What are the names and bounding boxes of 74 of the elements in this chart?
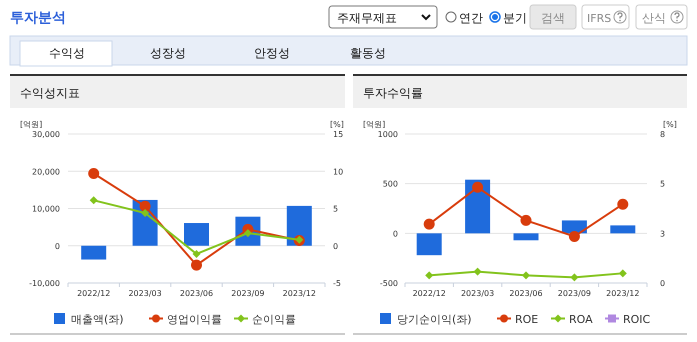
- text: 투자분석: [10, 10, 66, 26]
- point: [141, 208, 150, 217]
- y-tick-label: 0: [392, 229, 398, 238]
- y-tick-label: -10,000: [29, 279, 60, 288]
- legend-label: ROA: [569, 313, 594, 326]
- y-tick-label: 0: [54, 242, 60, 251]
- y2-tick-label: 3: [660, 229, 666, 238]
- y-tick-label: 10,000: [32, 204, 60, 214]
- y2-axis-title: [%]: [330, 120, 344, 129]
- x-tick-label: 2023/09: [558, 289, 592, 298]
- text: 산식: [642, 11, 666, 25]
- y2-tick-label: 0: [333, 242, 338, 251]
- point: [425, 271, 434, 280]
- y-tick-label: 20,000: [32, 167, 60, 176]
- point: [88, 168, 100, 179]
- x-tick-label: 2023/09: [231, 289, 265, 298]
- y-axis-title: [억원]: [20, 120, 42, 129]
- bar: [514, 233, 538, 240]
- point: [90, 196, 98, 204]
- y-tick-label: 500: [382, 180, 398, 189]
- y2-tick-label: 5: [333, 204, 338, 214]
- y2-tick-label: -5: [333, 279, 341, 288]
- y2-tick-label: 0: [660, 279, 666, 288]
- x-tick-label: 2023/03: [460, 289, 494, 298]
- point: [474, 268, 482, 276]
- text: 성장성: [150, 46, 186, 60]
- point: [424, 218, 435, 230]
- text: 검색: [541, 11, 565, 25]
- text: 수익성: [49, 46, 85, 60]
- y2-tick-label: 15: [333, 130, 344, 139]
- y2-tick-label: 10: [333, 167, 344, 176]
- bar: [81, 246, 106, 260]
- y-axis-title: [억원]: [363, 120, 386, 129]
- x-tick-label: 2023/03: [128, 289, 162, 298]
- legend-label: ROIC: [623, 313, 651, 326]
- point: [520, 214, 532, 226]
- legend-label: 영업이익률: [167, 313, 222, 326]
- point: [295, 236, 304, 244]
- y-tick-label: -500: [380, 279, 398, 288]
- x-tick-label: 2023/12: [606, 289, 640, 298]
- x-tick-label: 2022/12: [412, 289, 446, 298]
- point: [570, 273, 578, 282]
- text: 활동성: [350, 46, 386, 60]
- point: [140, 200, 151, 212]
- text: 주재무제표: [337, 11, 397, 25]
- x-tick-label: 2023/06: [509, 289, 543, 298]
- text: 분기: [503, 11, 527, 25]
- legend-label: 당기순이익(좌): [397, 313, 472, 326]
- point: [568, 230, 580, 242]
- chart-title: 투자수익률: [363, 86, 423, 100]
- text: 안정성: [254, 46, 290, 60]
- x-tick-label: 2023/12: [282, 289, 316, 298]
- point: [522, 271, 530, 280]
- text: 연간: [459, 11, 483, 25]
- point: [472, 182, 484, 193]
- text: IFRS: [587, 12, 612, 25]
- point: [618, 269, 627, 278]
- point: [191, 260, 202, 271]
- y-tick-label: 1000: [378, 130, 398, 139]
- chart-title: 수익성지표: [20, 86, 80, 100]
- legend-label: 순이익률: [252, 313, 296, 326]
- y2-tick-label: 5: [660, 180, 666, 189]
- x-tick-label: 2022/12: [77, 289, 110, 298]
- bar: [184, 223, 209, 246]
- y2-tick-label: 8: [660, 130, 666, 139]
- bar: [610, 225, 636, 234]
- x-tick-label: 2023/06: [180, 289, 214, 298]
- bar: [416, 233, 442, 256]
- legend-label: 매출액(좌): [71, 313, 124, 326]
- y2-axis-title: [%]: [663, 120, 677, 129]
- legend-label: ROE: [515, 313, 538, 326]
- y-tick-label: 30,000: [32, 130, 60, 139]
- point: [192, 250, 200, 258]
- point: [617, 198, 628, 210]
